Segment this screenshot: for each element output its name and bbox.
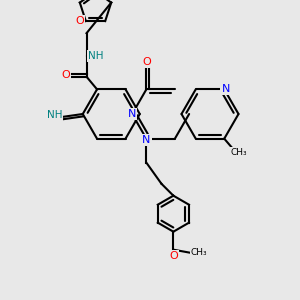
Text: N: N [222, 84, 230, 94]
Text: CH₃: CH₃ [231, 148, 247, 157]
Text: N: N [142, 135, 151, 145]
Text: NH: NH [88, 51, 103, 61]
Text: O: O [75, 16, 84, 26]
Text: O: O [142, 57, 151, 67]
Text: NH: NH [46, 110, 62, 121]
Text: O: O [169, 251, 178, 261]
Text: O: O [61, 70, 70, 80]
Text: CH₃: CH₃ [190, 248, 207, 257]
Text: N: N [128, 109, 136, 119]
